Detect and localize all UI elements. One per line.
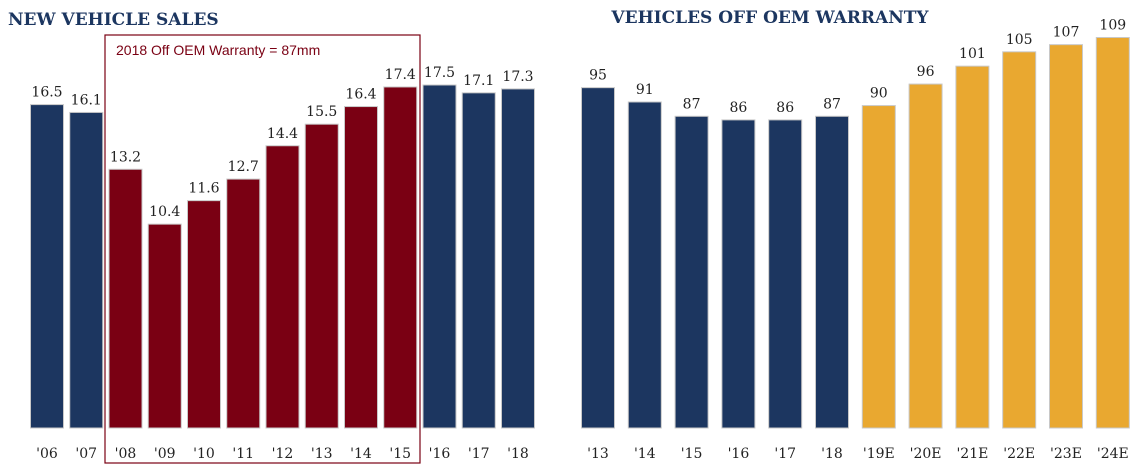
bar bbox=[674, 115, 709, 429]
bar bbox=[226, 178, 261, 429]
bar bbox=[461, 92, 496, 429]
highlight-box bbox=[104, 34, 421, 464]
value-label: 10.4 bbox=[149, 204, 180, 220]
bar bbox=[581, 87, 615, 429]
value-label: 95 bbox=[589, 68, 607, 84]
bar bbox=[344, 106, 378, 429]
x-tick-label: '09 bbox=[154, 446, 176, 462]
value-label: 17.3 bbox=[502, 69, 533, 85]
value-label: 17.1 bbox=[463, 73, 494, 89]
value-label: 16.5 bbox=[31, 85, 62, 101]
bar bbox=[30, 104, 64, 429]
value-label: 105 bbox=[1006, 32, 1033, 48]
bar bbox=[627, 101, 662, 429]
x-tick-label: '18 bbox=[507, 446, 529, 462]
x-tick-label: '07 bbox=[75, 446, 97, 462]
bar bbox=[304, 123, 339, 429]
chart-title: VEHICLES OFF OEM WARRANTY bbox=[610, 8, 929, 28]
x-tick-label: '08 bbox=[115, 446, 137, 462]
x-tick-label: '16 bbox=[728, 446, 750, 462]
value-label: 86 bbox=[729, 100, 747, 116]
value-label: 101 bbox=[959, 46, 986, 62]
chart-title: NEW VEHICLE SALES bbox=[8, 10, 219, 30]
x-tick-label: '20E bbox=[910, 446, 942, 462]
value-label: 14.4 bbox=[267, 126, 298, 142]
x-tick-label: '14 bbox=[350, 446, 372, 462]
bar bbox=[721, 119, 756, 429]
value-label: 13.2 bbox=[110, 149, 141, 165]
bar bbox=[1002, 51, 1037, 429]
value-label: 15.5 bbox=[306, 104, 337, 120]
x-tick-label: '13 bbox=[587, 446, 609, 462]
x-tick-label: '19E bbox=[863, 446, 895, 462]
x-tick-label: '15 bbox=[389, 446, 411, 462]
bar bbox=[108, 168, 143, 429]
bar bbox=[1095, 36, 1130, 429]
x-tick-label: '22E bbox=[1003, 446, 1035, 462]
x-tick-label: '06 bbox=[36, 446, 58, 462]
x-tick-label: '24E bbox=[1097, 446, 1129, 462]
value-label: 17.4 bbox=[385, 67, 416, 83]
value-label: 90 bbox=[870, 86, 888, 102]
bar bbox=[501, 88, 535, 429]
x-tick-label: '17 bbox=[774, 446, 796, 462]
bar bbox=[69, 111, 104, 429]
value-label: 86 bbox=[776, 100, 794, 116]
bar bbox=[147, 223, 182, 429]
bar bbox=[1049, 44, 1083, 429]
bar bbox=[187, 200, 221, 429]
x-tick-label: '17 bbox=[468, 446, 490, 462]
bar bbox=[815, 115, 849, 429]
x-tick-label: '11 bbox=[232, 446, 254, 462]
value-label: 16.1 bbox=[71, 92, 102, 108]
bar bbox=[955, 65, 990, 429]
x-tick-label: '23E bbox=[1050, 446, 1082, 462]
bar bbox=[768, 119, 803, 429]
x-tick-label: '10 bbox=[193, 446, 215, 462]
x-tick-label: '18 bbox=[821, 446, 843, 462]
x-tick-label: '15 bbox=[681, 446, 703, 462]
x-tick-label: '12 bbox=[272, 446, 294, 462]
value-label: 109 bbox=[1099, 17, 1126, 33]
x-tick-label: '21E bbox=[956, 446, 988, 462]
value-label: 87 bbox=[823, 96, 841, 112]
bar bbox=[908, 83, 943, 429]
x-tick-label: '13 bbox=[311, 446, 333, 462]
value-label: 16.4 bbox=[345, 87, 376, 103]
annotation: 2018 Off OEM Warranty = 87mm bbox=[116, 42, 320, 58]
bar bbox=[861, 105, 896, 429]
value-label: 107 bbox=[1053, 25, 1080, 41]
x-tick-label: '16 bbox=[429, 446, 451, 462]
value-label: 12.7 bbox=[228, 159, 259, 175]
bar bbox=[383, 86, 418, 429]
bar bbox=[265, 145, 300, 429]
x-tick-label: '14 bbox=[634, 446, 656, 462]
bar bbox=[422, 84, 457, 429]
value-label: 87 bbox=[683, 96, 701, 112]
value-label: 91 bbox=[636, 82, 654, 98]
value-label: 96 bbox=[917, 64, 935, 80]
value-label: 17.5 bbox=[424, 65, 455, 81]
value-label: 11.6 bbox=[188, 181, 219, 197]
